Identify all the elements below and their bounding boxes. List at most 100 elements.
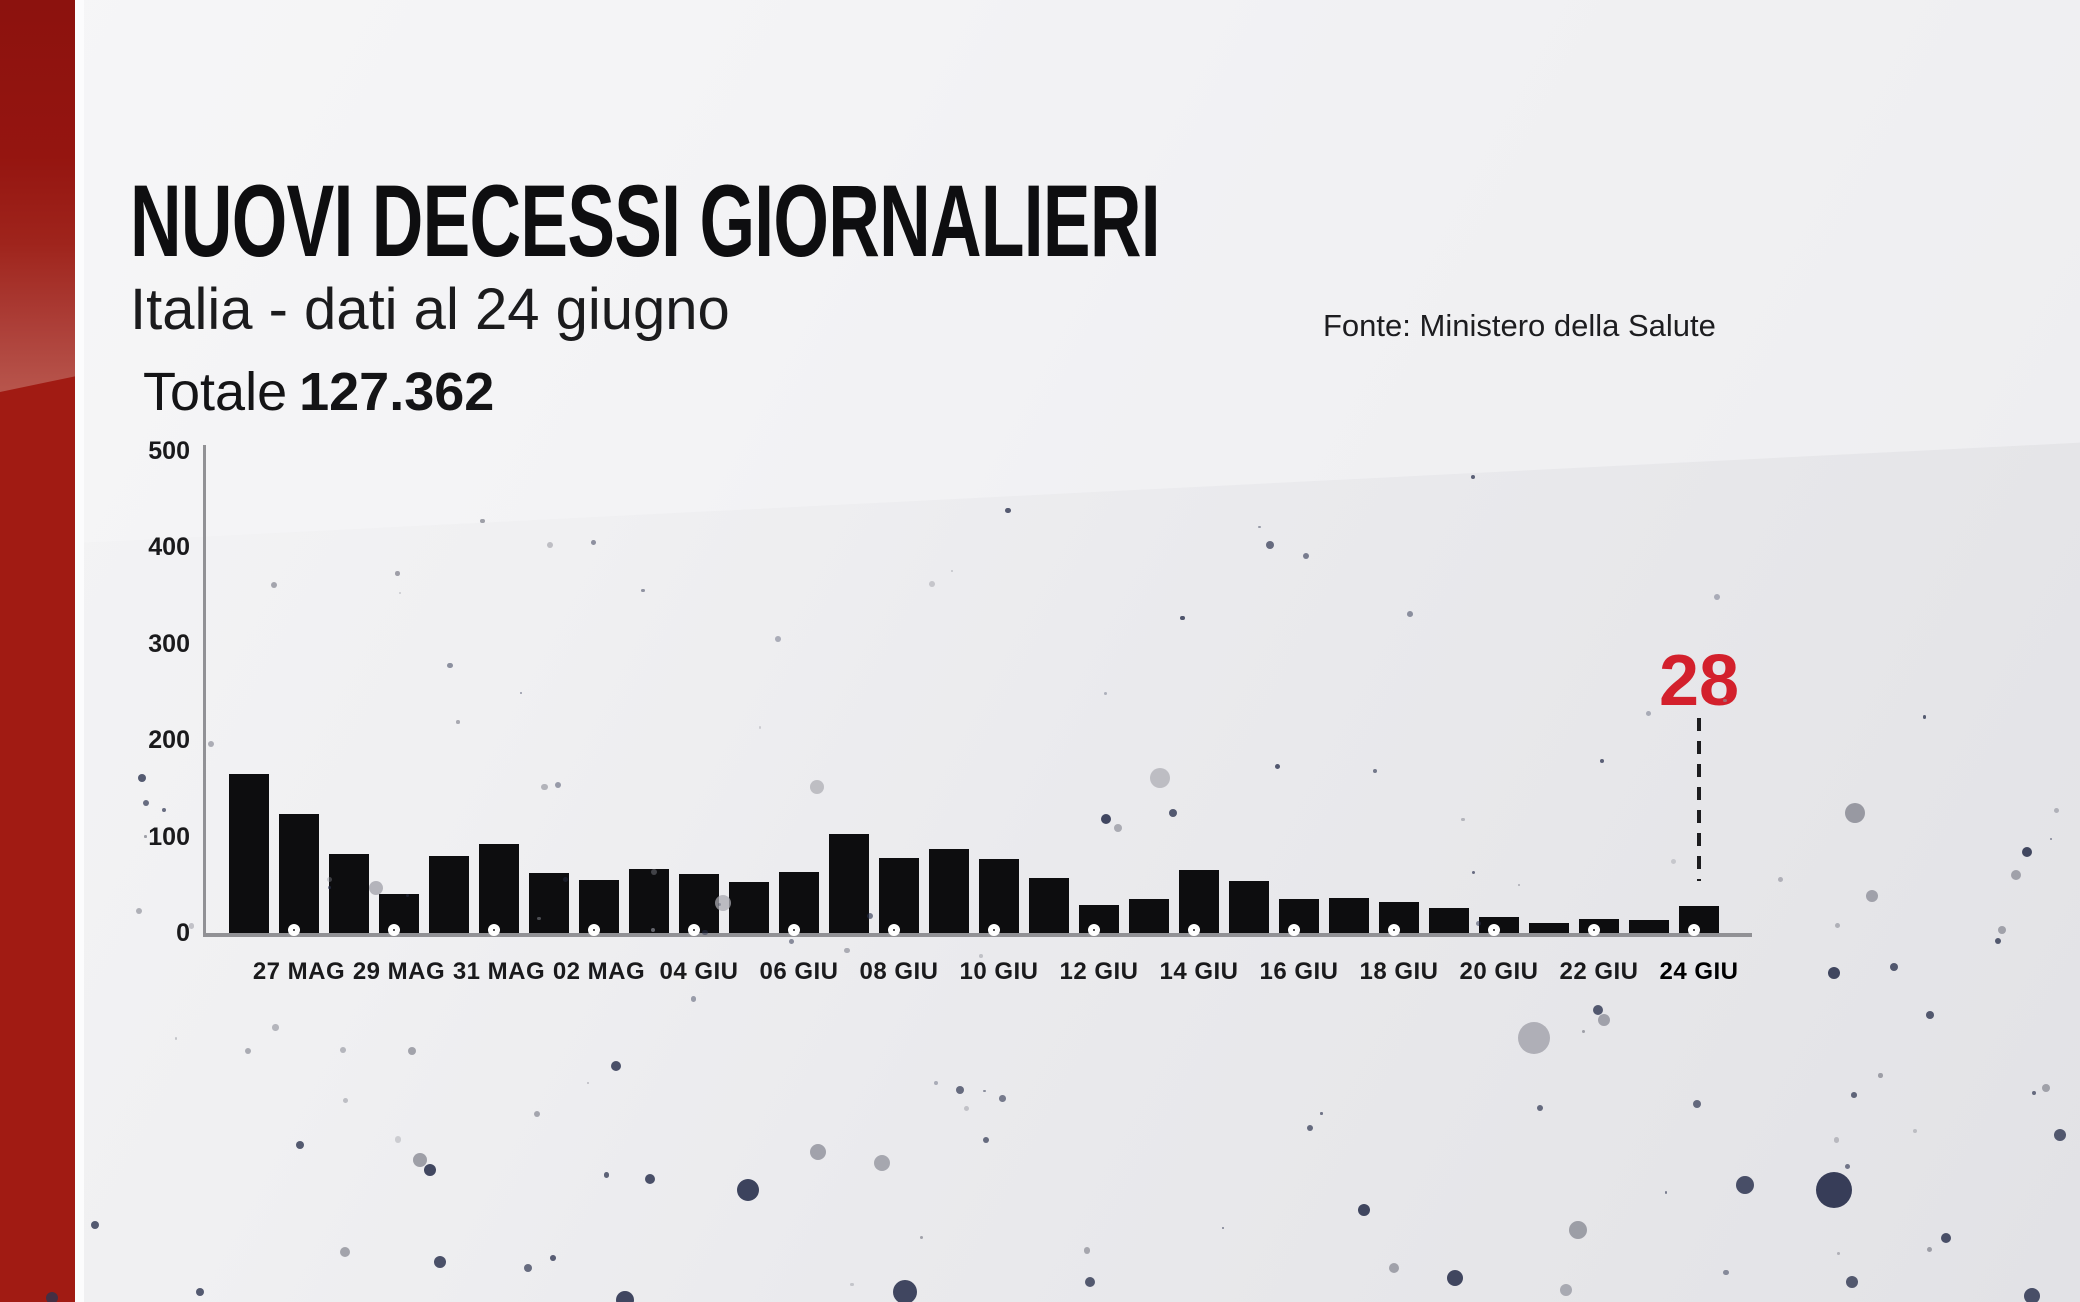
speckle-dot bbox=[208, 741, 214, 747]
speckle-dot bbox=[1828, 967, 1840, 979]
y-axis-label: 0 bbox=[176, 919, 190, 947]
x-axis-tick-marker bbox=[888, 924, 900, 936]
speckle-dot bbox=[546, 542, 553, 548]
speckle-dot bbox=[326, 877, 332, 883]
speckle-dot bbox=[1101, 814, 1111, 824]
total-value: 127.362 bbox=[299, 362, 495, 422]
speckle-dot bbox=[1103, 691, 1107, 696]
bar bbox=[1179, 870, 1219, 933]
speckle-dot bbox=[424, 1164, 436, 1176]
bar bbox=[1229, 881, 1269, 933]
speckle-dot bbox=[1569, 1221, 1587, 1239]
speckle-dot bbox=[1846, 1276, 1858, 1288]
speckle-dot bbox=[1927, 1246, 1933, 1252]
x-axis-label: 08 GIU bbox=[859, 958, 939, 985]
speckle-dot bbox=[554, 781, 562, 789]
bar bbox=[1529, 923, 1569, 933]
x-axis-tick-marker bbox=[1388, 924, 1400, 936]
speckle-dot bbox=[1837, 1252, 1841, 1256]
x-axis-tick-marker bbox=[1688, 924, 1700, 936]
x-axis-label: 24 GIU bbox=[1659, 958, 1739, 985]
speckle-dot bbox=[1866, 890, 1878, 902]
speckle-dot bbox=[691, 996, 697, 1002]
y-axis-label: 100 bbox=[148, 822, 190, 851]
speckle-dot bbox=[641, 589, 645, 593]
bar bbox=[1129, 899, 1169, 933]
speckle-dot bbox=[1834, 922, 1840, 928]
speckle-dot bbox=[715, 895, 731, 911]
speckle-dot bbox=[844, 947, 850, 953]
speckle-dot bbox=[1671, 859, 1677, 865]
x-axis-label: 29 MAG bbox=[352, 958, 446, 985]
speckle-dot bbox=[1693, 1100, 1701, 1108]
speckle-dot bbox=[999, 1095, 1006, 1102]
speckle-dot bbox=[2011, 870, 2021, 880]
speckle-dot bbox=[1169, 809, 1177, 817]
x-axis-label: 18 GIU bbox=[1359, 958, 1439, 985]
speckle-dot bbox=[1816, 1172, 1852, 1208]
x-axis-tick-marker bbox=[1488, 924, 1500, 936]
speckle-dot bbox=[1777, 877, 1783, 883]
x-axis-tick-marker bbox=[1188, 924, 1200, 936]
bar bbox=[329, 854, 369, 933]
speckle-dot bbox=[586, 1081, 589, 1084]
speckle-dot bbox=[340, 1247, 350, 1257]
speckle-dot bbox=[1537, 1105, 1543, 1111]
speckle-dot bbox=[1407, 610, 1414, 617]
speckle-dot bbox=[369, 881, 383, 895]
gridline-major bbox=[203, 643, 1752, 645]
speckle-dot bbox=[296, 1141, 304, 1149]
speckle-dot bbox=[46, 1292, 58, 1302]
speckle-dot bbox=[893, 1280, 917, 1302]
speckle-dot bbox=[480, 518, 485, 523]
y-axis-label: 300 bbox=[148, 629, 190, 658]
speckle-dot bbox=[1714, 594, 1721, 601]
bar bbox=[679, 874, 719, 933]
speckle-dot bbox=[651, 868, 658, 875]
speckle-dot bbox=[1598, 1014, 1610, 1026]
speckle-dot bbox=[590, 539, 596, 545]
speckle-dot bbox=[456, 720, 460, 724]
x-axis-tick-marker bbox=[688, 924, 700, 936]
speckle-dot bbox=[2049, 837, 2053, 841]
speckle-dot bbox=[603, 1172, 609, 1178]
speckle-dot bbox=[196, 1288, 204, 1296]
speckle-dot bbox=[2031, 1090, 2036, 1095]
x-axis-tick-marker bbox=[588, 924, 600, 936]
x-axis-label: 14 GIU bbox=[1159, 958, 1239, 985]
gridline-minor bbox=[203, 787, 1752, 789]
speckle-dot bbox=[162, 808, 166, 812]
speckle-dot bbox=[1995, 938, 2001, 944]
speckle-dot bbox=[1471, 870, 1475, 874]
speckle-dot bbox=[1833, 1137, 1840, 1143]
gridline-major bbox=[203, 739, 1752, 741]
speckle-dot bbox=[447, 662, 453, 669]
speckle-dot bbox=[1736, 1176, 1754, 1194]
speckle-dot bbox=[144, 835, 147, 839]
total-label: Totale bbox=[143, 362, 288, 422]
x-axis-label: 20 GIU bbox=[1459, 958, 1539, 985]
x-axis-tick-marker bbox=[488, 924, 500, 936]
speckle-dot bbox=[1320, 1112, 1323, 1115]
speckle-dot bbox=[138, 774, 146, 782]
speckle-dot bbox=[541, 783, 548, 791]
x-axis-tick-marker bbox=[788, 924, 800, 936]
speckle-dot bbox=[645, 1174, 655, 1184]
speckle-dot bbox=[850, 1282, 854, 1286]
bar bbox=[829, 834, 869, 933]
x-axis-tick-marker bbox=[1588, 924, 1600, 936]
x-axis-tick-marker bbox=[1088, 924, 1100, 936]
speckle-dot bbox=[398, 591, 401, 594]
speckle-dot bbox=[1303, 553, 1309, 559]
speckle-dot bbox=[1447, 1270, 1463, 1286]
speckle-dot bbox=[650, 927, 655, 932]
speckle-dot bbox=[810, 780, 824, 794]
speckle-dot bbox=[1645, 711, 1651, 717]
speckle-dot bbox=[327, 886, 331, 889]
page-title: NUOVI DECESSI GIORNALIERI bbox=[130, 164, 1161, 278]
speckle-dot bbox=[524, 1264, 532, 1272]
speckle-dot bbox=[1258, 525, 1261, 529]
speckle-dot bbox=[408, 1047, 416, 1055]
speckle-dot bbox=[1150, 768, 1170, 788]
